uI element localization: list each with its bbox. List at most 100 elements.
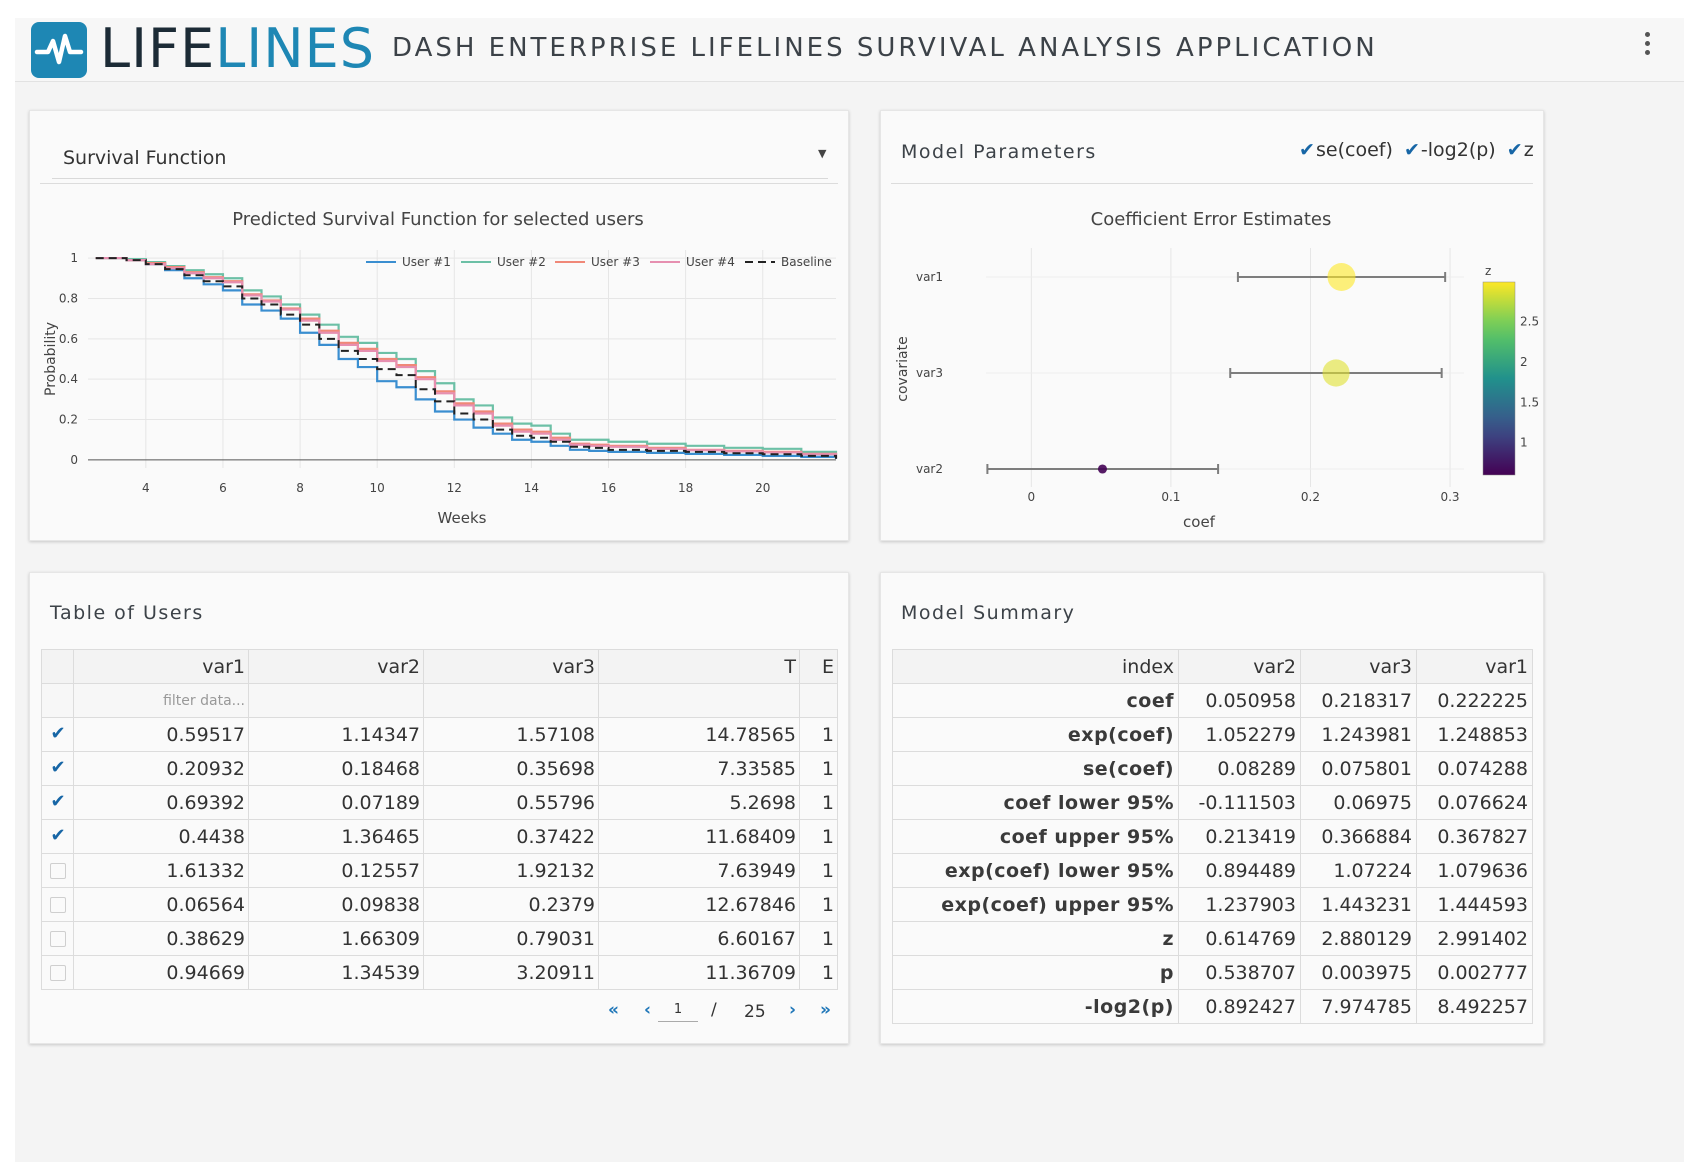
first-page-button[interactable]: « [608,1000,619,1020]
plot-type-dropdown[interactable]: Survival Function ▼ [52,131,828,179]
table-header-row: var1 var2 var3 T E [41,649,838,684]
legend-item: User #3 [555,255,640,269]
x-tick-label: 0 [1028,490,1036,504]
x-tick-label: 6 [219,481,227,495]
cell-var2: 0.07189 [248,785,424,820]
app-container: LIFELINES DASH ENTERPRISE LIFELINES SURV… [15,18,1684,1162]
filter-input-t[interactable] [598,683,800,718]
more-options-icon[interactable] [1641,28,1653,68]
table-row: p 0.538707 0.003975 0.002777 [892,955,1533,990]
cell-var3: 1.57108 [423,717,599,752]
row-checkbox[interactable] [49,863,66,879]
filter-input-e[interactable] [799,683,838,718]
cell-e: 1 [799,853,838,888]
cell-value: 0.002777 [1416,955,1533,990]
chevron-down-icon[interactable]: ▼ [818,147,827,160]
column-header-var2: var2 [1178,649,1301,684]
x-tick-label: 0.1 [1161,490,1180,504]
series-line-baseline [95,257,837,459]
last-page-button[interactable]: » [820,1000,831,1020]
table-row[interactable]: 0.06564 0.09838 0.2379 12.67846 1 [41,887,838,922]
table-header-row: index var2 var3 var1 [892,649,1533,684]
table-row[interactable]: ✔ 0.69392 0.07189 0.55796 5.2698 1 [41,785,838,820]
row-select-cell[interactable]: ✔ [41,819,74,854]
row-select-cell[interactable]: ✔ [41,751,74,786]
cell-value: 0.075801 [1300,751,1417,786]
table-of-users-card: Table of Users var1 var2 var3 T E filter… [29,572,849,1044]
cell-var3: 3.20911 [423,955,599,990]
cell-value: 0.218317 [1300,683,1417,718]
model-summary-card: Model Summary index var2 var3 var1 coef 0… [880,572,1544,1044]
cell-value: 0.892427 [1178,989,1301,1024]
x-tick-label: 10 [370,481,385,495]
column-header-var1[interactable]: var1 [73,649,249,684]
table-row[interactable]: 0.94669 1.34539 3.20911 11.36709 1 [41,955,838,990]
table-row[interactable]: ✔ 0.20932 0.18468 0.35698 7.33585 1 [41,751,838,786]
row-select-cell[interactable] [41,921,74,956]
checkbox-neg-log2-p[interactable]: ✔-log2(p) [1403,138,1500,161]
cell-value: 1.444593 [1416,887,1533,922]
row-select-cell[interactable]: ✔ [41,785,74,820]
next-page-button[interactable]: › [789,1000,797,1020]
filter-input-var2[interactable] [248,683,424,718]
column-header-var3[interactable]: var3 [423,649,599,684]
row-checkbox[interactable] [49,965,66,981]
checkbox-se-coef[interactable]: ✔se(coef) [1298,138,1397,161]
cell-t: 14.78565 [598,717,800,752]
coef-point-var3 [1322,359,1350,387]
column-header-var2[interactable]: var2 [248,649,424,684]
cell-value: 1.443231 [1300,887,1417,922]
row-checkbox-checked[interactable]: ✔ [50,757,66,778]
table-row: se(coef) 0.08289 0.075801 0.074288 [892,751,1533,786]
table-row[interactable]: ✔ 0.59517 1.14347 1.57108 14.78565 1 [41,717,838,752]
cell-value: 0.366884 [1300,819,1417,854]
colorbar-tick-label: 2 [1520,355,1528,369]
total-pages: 25 [744,1002,766,1022]
series-line-user-1 [95,256,838,459]
row-index-label: coef lower 95% [892,785,1179,820]
previous-page-button[interactable]: ‹ [644,1000,652,1020]
row-checkbox-checked[interactable]: ✔ [50,791,66,812]
row-select-cell[interactable] [41,887,74,922]
y-axis-label: covariate [895,336,911,401]
filter-input-var1[interactable]: filter data... [73,683,249,718]
column-header-e[interactable]: E [799,649,838,684]
row-checkbox-checked[interactable]: ✔ [50,825,66,846]
check-icon: ✔ [1506,138,1523,161]
check-icon: ✔ [1299,138,1315,161]
checkbox-label: -log2(p) [1420,138,1496,161]
x-tick-label: 4 [142,481,150,495]
checkbox-z[interactable]: ✔z [1506,138,1538,161]
cell-value: 1.248853 [1416,717,1533,752]
y-tick-label: var2 [916,462,943,476]
x-axis-label: Weeks [438,509,487,527]
cell-value: 0.08289 [1178,751,1301,786]
row-select-cell[interactable] [41,853,74,888]
legend-label: User #1 [402,255,451,269]
page-number-input[interactable]: 1 [658,998,698,1022]
cell-var2: 0.12557 [248,853,424,888]
y-tick-label: 0.2 [59,413,78,427]
cell-value: 0.003975 [1300,955,1417,990]
row-checkbox[interactable] [49,897,66,913]
row-checkbox-checked[interactable]: ✔ [50,723,66,744]
cell-var1: 0.38629 [73,921,249,956]
table-row: coef upper 95% 0.213419 0.366884 0.367827 [892,819,1533,854]
cell-value: 0.06975 [1300,785,1417,820]
cell-t: 7.63949 [598,853,800,888]
dropdown-selected-value: Survival Function [63,147,227,169]
table-row[interactable]: 0.38629 1.66309 0.79031 6.60167 1 [41,921,838,956]
cell-var2: 1.66309 [248,921,424,956]
app-header: LIFELINES DASH ENTERPRISE LIFELINES SURV… [15,18,1684,82]
table-row[interactable]: 1.61332 0.12557 1.92132 7.63949 1 [41,853,838,888]
column-header-index: index [892,649,1179,684]
cell-t: 11.68409 [598,819,800,854]
row-checkbox[interactable] [49,931,66,947]
row-select-cell[interactable] [41,955,74,990]
row-select-cell[interactable]: ✔ [41,717,74,752]
legend-label: User #4 [686,255,735,269]
column-header-t[interactable]: T [598,649,800,684]
row-index-label: exp(coef) [892,717,1179,752]
table-row[interactable]: ✔ 0.4438 1.36465 0.37422 11.68409 1 [41,819,838,854]
filter-input-var3[interactable] [423,683,599,718]
